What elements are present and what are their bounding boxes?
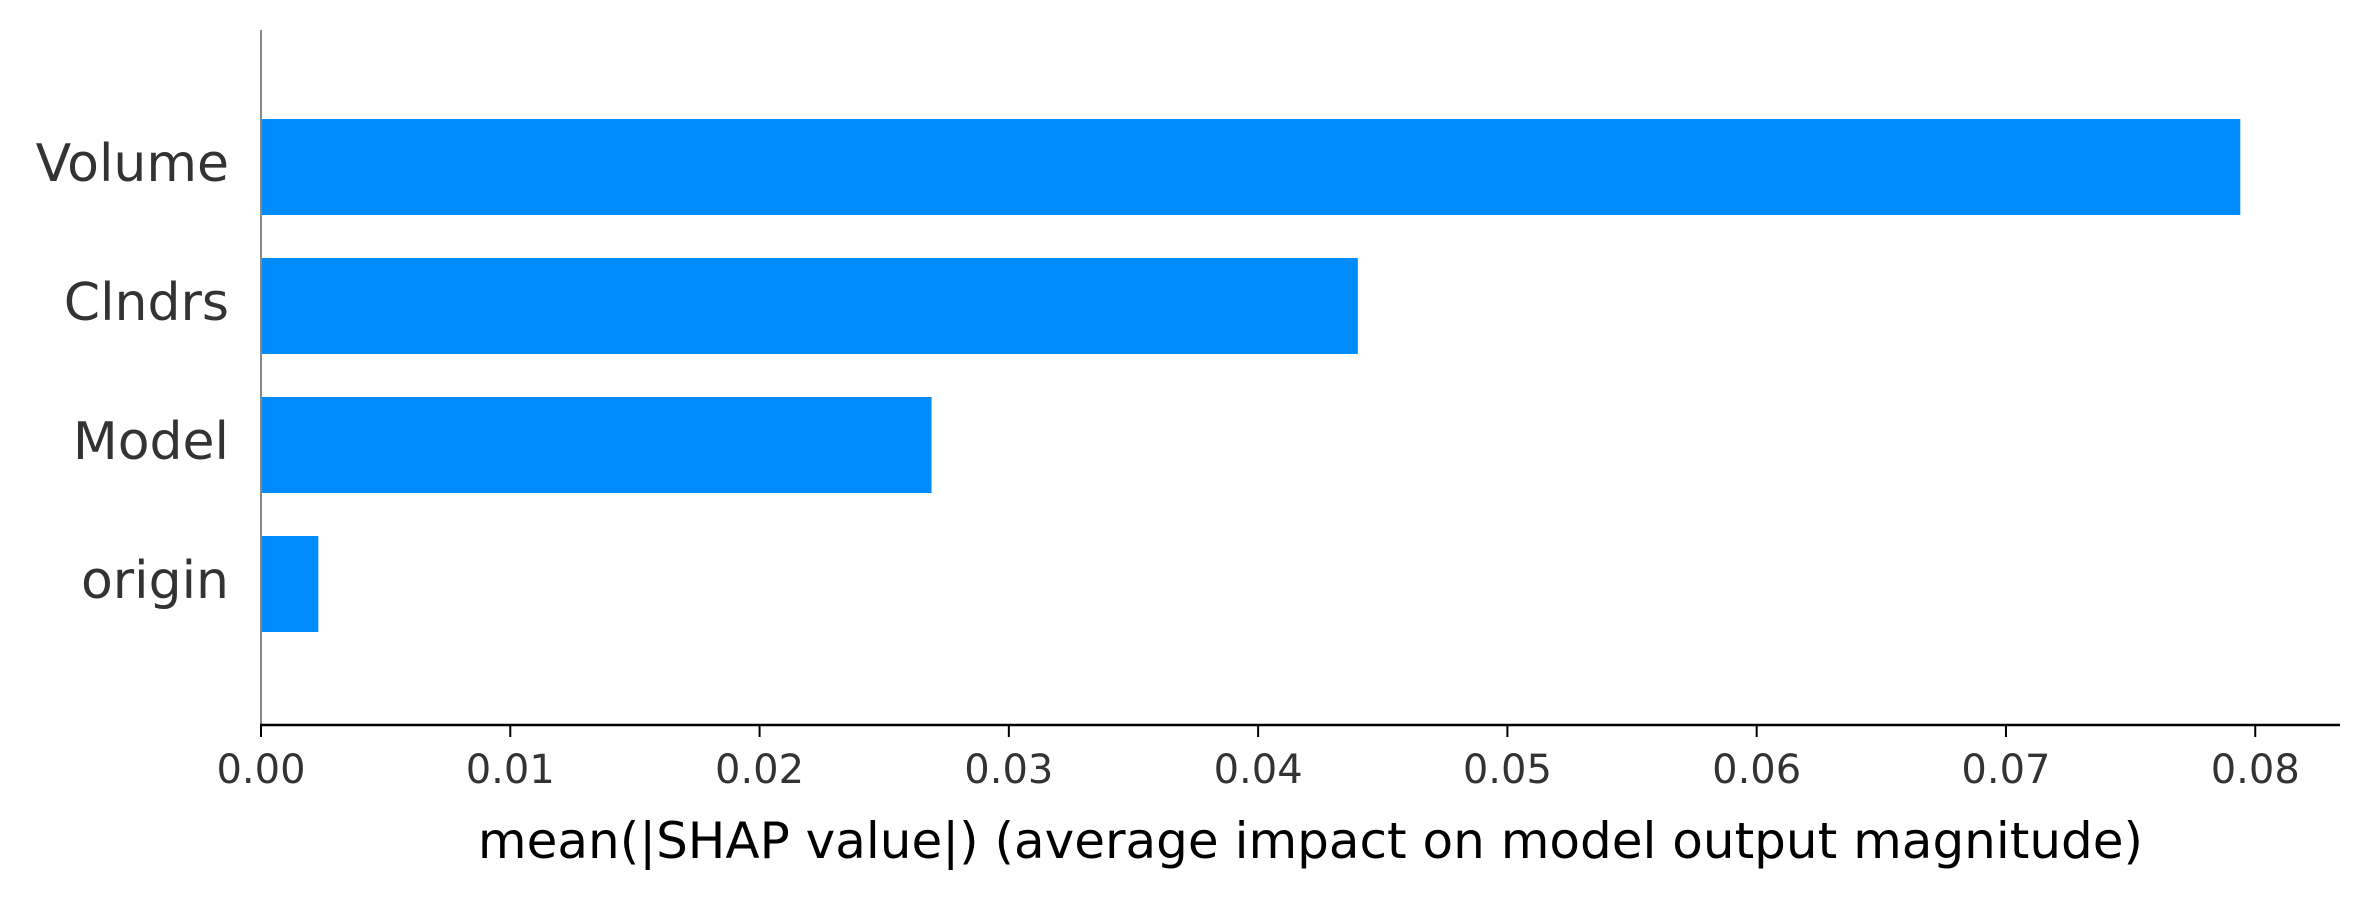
bar-volume bbox=[261, 119, 2241, 215]
x-tick-label: 0.01 bbox=[466, 747, 555, 793]
x-tick-label: 0.07 bbox=[1961, 747, 2050, 793]
bar-origin bbox=[261, 536, 319, 632]
x-tick-label: 0.06 bbox=[1712, 747, 1801, 793]
x-tick-label: 0.03 bbox=[964, 747, 1053, 793]
x-tick-label: 0.05 bbox=[1463, 747, 1552, 793]
x-tick-label: 0.02 bbox=[715, 747, 804, 793]
bars-group bbox=[261, 119, 2241, 632]
category-label: Clndrs bbox=[64, 273, 229, 333]
x-ticks-group: 0.00 0.01 0.02 0.03 0.04 0.05 0.06 0.07 0.08 bbox=[216, 725, 2300, 793]
category-label: Model bbox=[73, 412, 229, 472]
bar-clndrs bbox=[261, 258, 1358, 354]
category-label: Volume bbox=[36, 134, 229, 194]
bar-model bbox=[261, 397, 932, 493]
category-label: origin bbox=[81, 551, 229, 611]
x-axis-title: mean(|SHAP value|) (average impact on mo… bbox=[478, 812, 2143, 870]
x-tick-label: 0.00 bbox=[216, 747, 305, 793]
x-tick-label: 0.04 bbox=[1214, 747, 1303, 793]
y-labels-group: Volume Clndrs Model origin bbox=[36, 134, 229, 611]
x-tick-label: 0.08 bbox=[2211, 747, 2300, 793]
